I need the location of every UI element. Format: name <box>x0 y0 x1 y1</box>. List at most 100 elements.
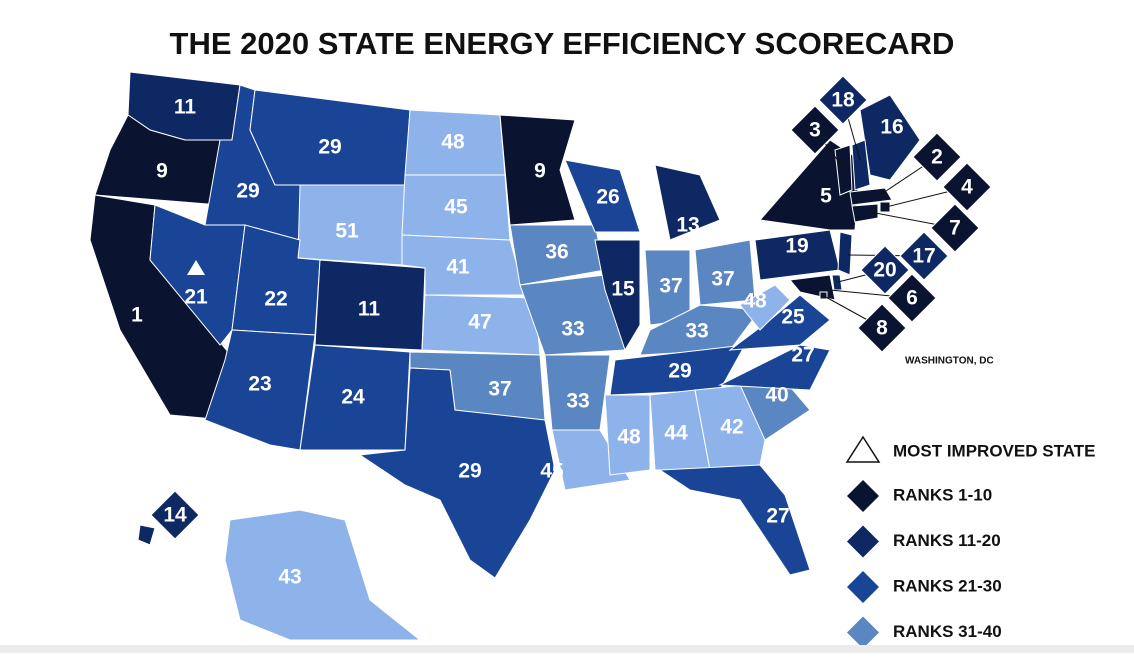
state <box>499 114 576 226</box>
state-rank: 48 <box>441 131 465 154</box>
state-rank: 2 <box>931 146 943 169</box>
legend-swatch <box>847 525 879 558</box>
state-rank: 27 <box>766 505 789 528</box>
state-rank: 29 <box>668 360 691 383</box>
state-rank: 37 <box>659 275 682 298</box>
state-rank: 47 <box>468 311 491 334</box>
state-rank: 33 <box>561 318 584 341</box>
state-rank: 24 <box>341 386 365 409</box>
legend-swatch <box>847 616 879 649</box>
state-rank: 45 <box>540 460 564 483</box>
state <box>851 139 871 191</box>
state-rank: 43 <box>278 566 301 589</box>
state <box>859 94 921 181</box>
state-rank: 29 <box>236 180 259 203</box>
state <box>204 329 316 451</box>
legend-label: RANKS 1-10 <box>893 485 992 504</box>
state-diamond <box>887 273 937 323</box>
state-rank: 14 <box>163 504 187 527</box>
state <box>849 187 893 206</box>
legend-label: RANKS 21-30 <box>893 576 1002 595</box>
state-rank: 37 <box>488 378 511 401</box>
state-rank: 21 <box>184 286 208 309</box>
state-rank: 13 <box>676 214 699 237</box>
state-rank: 17 <box>912 245 935 268</box>
state-diamond <box>818 75 868 125</box>
state-rank: 15 <box>611 278 635 301</box>
state-rank: 11 <box>174 96 197 119</box>
state <box>851 203 879 223</box>
state-diamond <box>899 231 949 281</box>
state <box>137 524 156 546</box>
legend-label: MOST IMPROVED STATE <box>893 441 1095 460</box>
state-rank: 22 <box>264 288 287 311</box>
state-rank: 29 <box>318 136 341 159</box>
state-rank: 16 <box>880 116 903 139</box>
state-rank: 27 <box>791 344 814 367</box>
state <box>594 239 641 352</box>
state-rank: 4 <box>961 176 973 199</box>
state-rank: 48 <box>743 290 767 313</box>
state-diamond <box>790 105 840 155</box>
dc-annotation: WASHINGTON, DC <box>905 356 994 367</box>
state-diamond <box>150 490 200 540</box>
state-diamond <box>912 132 962 182</box>
state-diamond <box>930 203 980 253</box>
state <box>718 344 831 391</box>
bottom-bar <box>0 645 1134 653</box>
state-rank: 33 <box>685 320 708 343</box>
state-rank: 5 <box>820 185 832 208</box>
state <box>224 509 422 641</box>
state-rank: 23 <box>248 373 271 396</box>
legend-triangle <box>845 435 881 463</box>
state-rank: 51 <box>335 220 359 243</box>
state <box>658 464 811 576</box>
state-rank: 1 <box>131 304 143 327</box>
state-rank: 33 <box>566 390 589 413</box>
legend-label: RANKS 11-20 <box>893 531 1001 550</box>
state <box>739 284 791 331</box>
state-rank: 20 <box>873 259 896 282</box>
state-rank: 48 <box>617 426 641 449</box>
state <box>819 291 828 300</box>
state <box>834 144 853 196</box>
state <box>654 164 721 241</box>
legend-swatch <box>847 480 879 512</box>
state <box>879 201 891 213</box>
state <box>358 367 556 579</box>
state-rank: 9 <box>534 160 546 183</box>
state-rank: 18 <box>831 89 855 112</box>
state-rank: 41 <box>446 256 470 279</box>
state-diamond <box>857 303 907 353</box>
most-improved-marker <box>187 260 205 275</box>
title: THE 2020 STATE ENERGY EFFICIENCY SCORECA… <box>170 26 955 61</box>
legend: MOST IMPROVED STATE RANKS 1-10 RANKS 11-20… <box>845 435 1095 649</box>
state-rank: 45 <box>444 196 468 219</box>
state-rank: 6 <box>906 287 918 310</box>
state <box>837 231 853 276</box>
legend-label: RANKS 31-40 <box>893 622 1002 641</box>
state <box>831 274 843 291</box>
state <box>564 159 641 233</box>
state-rank: 37 <box>711 268 734 291</box>
states <box>89 71 921 641</box>
state-rank: 19 <box>785 235 808 258</box>
state-rank: 11 <box>358 298 381 321</box>
state-rank: 36 <box>545 241 568 264</box>
state-rank: 42 <box>720 416 743 439</box>
state-diamond <box>860 245 910 295</box>
state-rank: 29 <box>458 460 481 483</box>
state-rank: 25 <box>781 306 805 329</box>
state-rank: 7 <box>949 217 961 240</box>
state-rank: 9 <box>156 160 168 183</box>
state-rank: 8 <box>876 317 888 340</box>
state <box>604 394 651 476</box>
state-rank: 3 <box>809 119 821 142</box>
state <box>639 304 761 356</box>
legend-swatch <box>847 571 879 603</box>
state-rank: 26 <box>596 186 619 209</box>
state-rank: 40 <box>765 384 788 407</box>
state-rank: 44 <box>664 422 688 445</box>
